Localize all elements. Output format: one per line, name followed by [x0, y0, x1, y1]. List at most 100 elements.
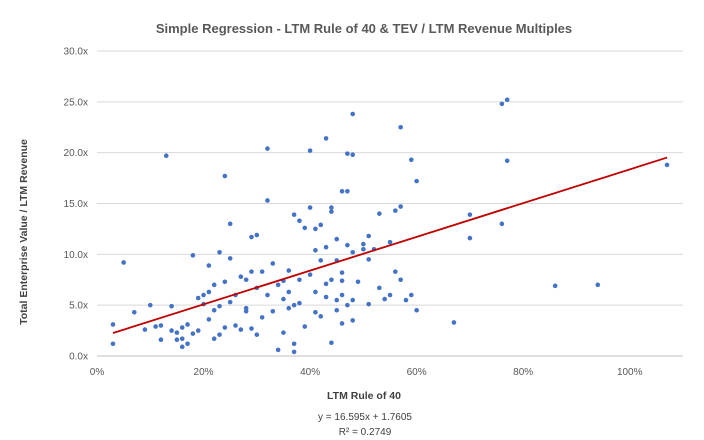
data-point — [291, 302, 297, 308]
data-point — [366, 233, 371, 239]
data-point — [552, 283, 558, 289]
data-point — [318, 314, 324, 319]
data-point — [281, 330, 286, 335]
data-point — [387, 292, 393, 298]
data-point — [211, 336, 217, 342]
data-point — [350, 250, 356, 255]
data-point — [286, 305, 292, 311]
data-point — [307, 272, 313, 277]
data-point — [361, 241, 366, 247]
data-point — [121, 260, 126, 265]
y-tick-label: 0.0x — [69, 352, 88, 363]
data-point — [249, 234, 254, 240]
data-point — [211, 307, 217, 313]
data-point — [211, 282, 217, 288]
data-point — [329, 209, 334, 214]
x-tick-label: 80% — [513, 367, 533, 378]
data-point — [318, 222, 324, 228]
data-point — [398, 204, 403, 209]
data-point — [323, 136, 329, 141]
y-axis-label: Total Enterprise Value / LTM Revenue — [18, 139, 30, 325]
x-tick-label: 100% — [617, 367, 643, 378]
data-point — [313, 309, 318, 315]
x-axis-label: LTM Rule of 40 — [327, 390, 401, 402]
data-point — [595, 282, 601, 288]
data-point — [297, 218, 302, 224]
data-point — [243, 305, 249, 311]
data-point — [259, 269, 265, 274]
data-point — [297, 277, 302, 283]
data-point — [169, 303, 174, 309]
data-point — [398, 124, 403, 130]
data-point — [323, 244, 329, 250]
data-point — [217, 332, 222, 337]
data-point — [206, 289, 212, 295]
data-point — [307, 148, 313, 153]
data-point — [275, 347, 281, 353]
gridlines — [97, 50, 683, 306]
data-point — [158, 337, 164, 343]
data-point — [334, 236, 340, 242]
data-point — [366, 257, 371, 262]
data-point — [350, 318, 356, 323]
y-tick-label: 10.0x — [64, 250, 88, 261]
x-tick-label: 20% — [194, 367, 214, 378]
data-point — [265, 146, 270, 151]
data-point — [249, 326, 254, 331]
data-point — [169, 328, 174, 333]
y-tick-label: 20.0x — [64, 148, 88, 159]
chart-title: Simple Regression - LTM Rule of 40 & TEV… — [156, 21, 572, 36]
data-point — [190, 331, 196, 336]
data-point — [504, 97, 510, 103]
data-point — [190, 253, 196, 258]
data-point — [227, 221, 233, 227]
data-point — [222, 279, 228, 285]
data-point — [350, 297, 356, 303]
data-point — [110, 341, 116, 347]
data-point — [350, 152, 356, 157]
data-point — [361, 246, 366, 252]
data-point — [409, 157, 414, 163]
data-point — [270, 308, 276, 314]
data-point — [195, 295, 201, 301]
data-point — [185, 341, 190, 347]
data-point — [291, 212, 297, 217]
data-point — [467, 212, 473, 217]
data-point — [403, 297, 409, 303]
data-point — [275, 282, 281, 288]
data-point — [110, 322, 116, 327]
x-tick-label: 40% — [300, 367, 320, 378]
data-point — [158, 323, 164, 328]
data-point — [153, 324, 158, 329]
data-point — [243, 277, 249, 283]
y-tick-label: 15.0x — [64, 199, 88, 210]
data-point — [377, 285, 382, 291]
x-tick-label: 0% — [90, 367, 105, 378]
data-point — [147, 302, 153, 308]
data-point — [270, 261, 276, 266]
y-tick-label: 25.0x — [64, 97, 88, 108]
data-point — [339, 278, 345, 284]
data-point — [414, 307, 419, 313]
data-point — [504, 158, 510, 164]
data-point — [387, 239, 393, 245]
data-point — [467, 235, 473, 241]
x-axis-tick-labels: 0% 20% 40% 60% 80% 100% — [90, 367, 643, 378]
data-point — [323, 281, 329, 287]
data-point — [238, 274, 244, 280]
data-point — [451, 320, 457, 325]
data-point — [222, 325, 228, 330]
data-point — [174, 330, 180, 335]
data-point — [345, 189, 350, 194]
data-point — [249, 269, 254, 274]
data-point — [339, 270, 345, 275]
data-point — [227, 256, 233, 261]
data-point — [174, 337, 180, 343]
data-point — [286, 289, 292, 295]
data-point — [329, 277, 334, 283]
data-point — [307, 205, 313, 210]
data-point — [313, 289, 318, 295]
data-point — [179, 336, 185, 342]
data-point — [664, 162, 670, 168]
data-point — [313, 226, 318, 232]
